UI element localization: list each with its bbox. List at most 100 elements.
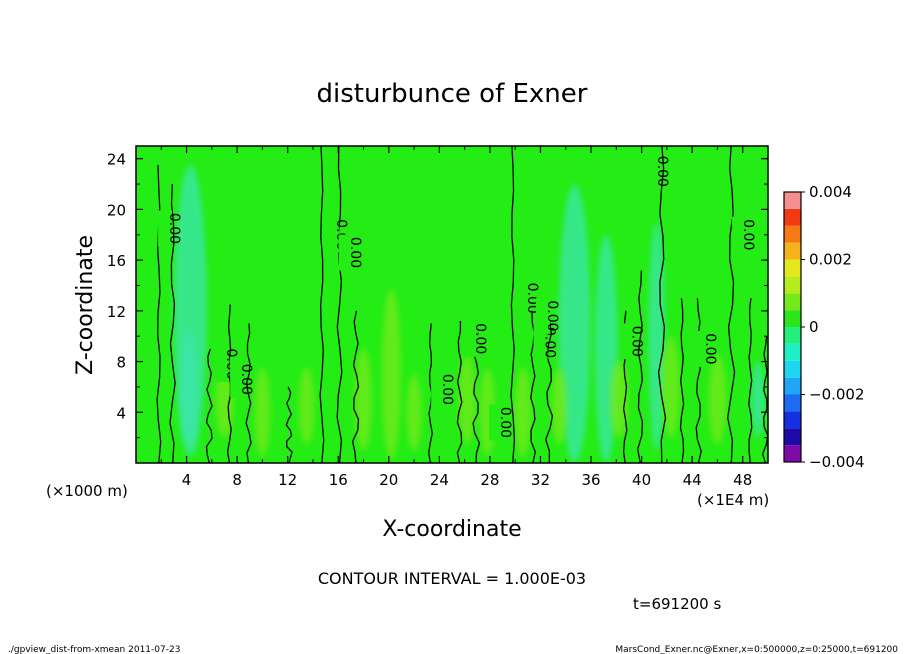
x-tick-label: 24 — [430, 471, 449, 489]
colorbar-swatch — [784, 293, 801, 311]
x-unit-left: (×1000 m) — [46, 482, 128, 500]
colorbar-tick-label: −0.002 — [809, 386, 865, 404]
zero-contour-line — [245, 323, 252, 463]
zero-contour-line — [637, 270, 644, 463]
zero-contour-line — [351, 310, 360, 463]
contour-label: 0.00 — [524, 283, 540, 314]
colorbar-swatch — [784, 192, 801, 209]
footer-right: MarsCond_Exner.nc@Exner,x=0:500000,z=0:2… — [615, 645, 898, 654]
x-tick-label: 8 — [232, 471, 242, 489]
zero-contour-line — [657, 146, 667, 463]
zero-contour-line — [205, 348, 213, 463]
contour-label-bg — [338, 234, 353, 271]
y-tick-label: 20 — [107, 201, 126, 219]
x-tick-label: 4 — [182, 471, 192, 489]
negative-region — [180, 329, 198, 444]
x-tick-label: 44 — [683, 471, 702, 489]
zero-contour-line — [169, 183, 176, 463]
zero-contour-line — [679, 298, 685, 463]
chart-title: disturbunce of Exner — [317, 79, 588, 109]
zero-contour-line — [545, 298, 554, 463]
y-tick-label: 12 — [107, 303, 126, 321]
positive-region — [299, 367, 315, 444]
colorbar-tick-label: 0 — [809, 318, 819, 336]
zero-contour-line — [761, 336, 768, 463]
contour-label: 0.00 — [238, 364, 254, 395]
contour-label: 0.00 — [439, 374, 455, 405]
x-axis-label: X-coordinate — [382, 517, 521, 542]
y-tick-label: 8 — [116, 354, 126, 372]
positive-region — [458, 355, 476, 444]
zero-contour-line — [336, 146, 343, 463]
colorbar — [783, 191, 802, 463]
contour-label-bg — [620, 323, 635, 360]
contour-label-bg — [158, 210, 173, 247]
y-tick-label: 24 — [107, 151, 126, 169]
contour-label-bg — [431, 371, 446, 408]
contour-label-bg — [515, 280, 530, 317]
zero-contour-line — [695, 298, 702, 463]
positive-region — [254, 367, 270, 457]
negative-region — [751, 361, 765, 438]
contour-label: 0.00 — [166, 213, 182, 244]
positive-region — [708, 355, 727, 444]
positive-region — [406, 374, 422, 451]
contour-label: 0.00 — [629, 326, 645, 357]
contour-label: 0.00 — [497, 407, 513, 438]
x-unit-right: (×1E4 m) — [697, 491, 769, 509]
colorbar-swatch — [784, 411, 801, 429]
contour-label-bg — [324, 216, 339, 253]
plot-frame — [135, 145, 769, 464]
footer-left: ./gpview_dist-from-xmean 2011-07-23 — [8, 645, 180, 654]
colorbar-swatch — [784, 242, 801, 260]
positive-region — [381, 288, 401, 460]
colorbar-tick-label: 0.004 — [809, 183, 852, 201]
contour-label-bg — [489, 404, 504, 441]
x-tick-label: 40 — [632, 471, 651, 489]
zero-contour-line — [510, 146, 516, 463]
contour-label: 0.00 — [347, 237, 363, 268]
colorbar-swatch — [784, 208, 801, 226]
colorbar-swatch — [784, 259, 801, 277]
x-tick-label: 28 — [480, 471, 499, 489]
colorbar-swatch — [784, 343, 801, 361]
contour-label: 0.00 — [544, 300, 560, 331]
zero-contour-line — [319, 146, 325, 463]
positive-region — [355, 348, 372, 451]
contour-label: 0.00 — [541, 327, 557, 358]
y-tick-label: 4 — [116, 404, 126, 422]
x-tick-label: 36 — [581, 471, 600, 489]
colorbar-swatch — [784, 445, 801, 462]
x-tick-label: 12 — [278, 471, 297, 489]
y-axis-label: Z-coordinate — [73, 235, 98, 375]
contour-label: 0.00 — [702, 333, 718, 364]
time-text: t=691200 s — [633, 595, 721, 613]
colorbar-swatch — [784, 377, 801, 395]
positive-region — [661, 336, 680, 438]
colorbar-swatch — [784, 310, 801, 327]
contour-interval-text: CONTOUR INTERVAL = 1.000E-03 — [318, 569, 586, 588]
contour-label-bg — [230, 361, 245, 398]
contour-label-bg — [463, 320, 478, 357]
y-tick-label: 16 — [107, 252, 126, 270]
zero-contour-line — [727, 146, 736, 463]
colorbar-tick-label: 0.002 — [809, 251, 852, 269]
positive-region — [610, 361, 628, 438]
colorbar-swatch — [784, 360, 801, 378]
contour-label: 0.00 — [740, 219, 756, 250]
x-tick-label: 32 — [531, 471, 550, 489]
positive-region — [551, 367, 568, 444]
x-tick-label: 48 — [733, 471, 752, 489]
colorbar-swatch — [784, 394, 801, 412]
zero-contour-line — [456, 321, 463, 463]
contour-label-bg — [731, 216, 746, 253]
x-tick-label: 16 — [329, 471, 348, 489]
negative-region — [648, 222, 665, 451]
x-tick-label: 20 — [379, 471, 398, 489]
colorbar-swatch — [784, 428, 801, 446]
zero-contour-line — [285, 386, 293, 463]
zero-contour-line — [748, 298, 753, 463]
colorbar-swatch — [784, 276, 801, 294]
contour-label-bg — [536, 297, 551, 334]
